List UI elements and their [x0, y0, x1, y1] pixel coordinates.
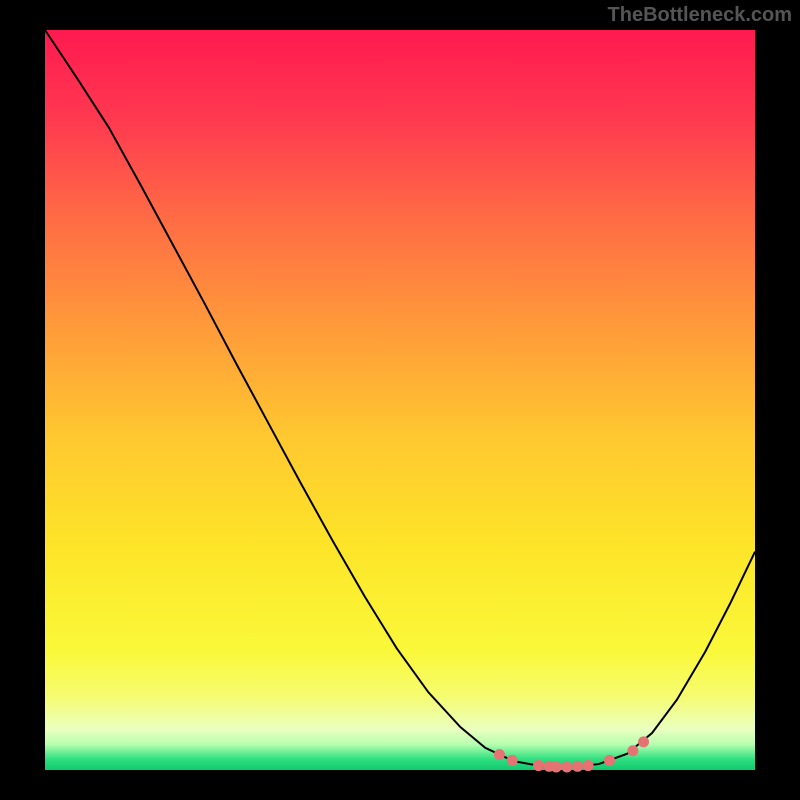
optimal-marker — [533, 760, 544, 771]
optimal-marker — [572, 761, 583, 772]
chart-container — [0, 0, 800, 800]
bottleneck-chart — [0, 0, 800, 800]
optimal-marker — [627, 745, 638, 756]
optimal-marker — [551, 762, 562, 773]
optimal-marker — [494, 749, 505, 760]
optimal-marker — [638, 736, 649, 747]
watermark-text: TheBottleneck.com — [608, 4, 792, 27]
optimal-marker — [583, 760, 594, 771]
optimal-marker — [507, 755, 518, 766]
plot-area — [45, 30, 755, 770]
optimal-marker — [604, 755, 615, 766]
optimal-marker — [561, 762, 572, 773]
